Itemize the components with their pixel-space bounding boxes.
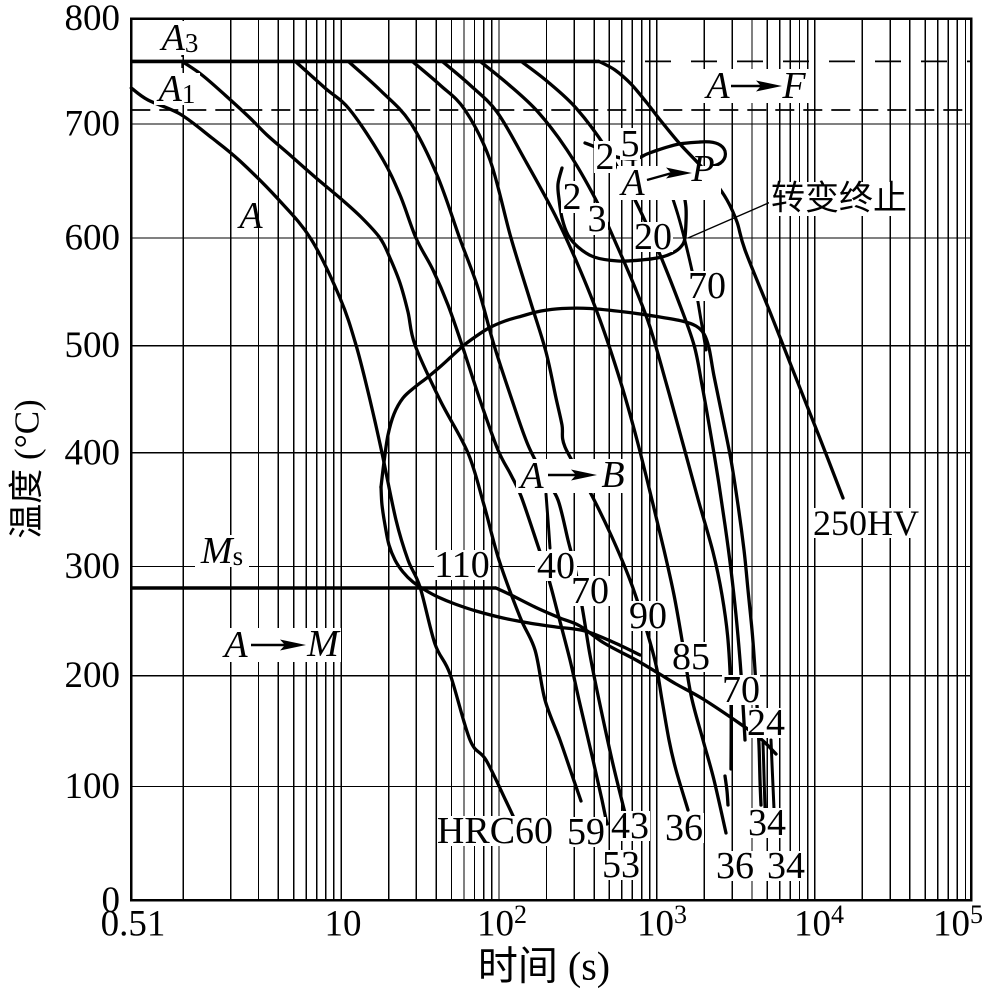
svg-text:300: 300 [65, 546, 121, 587]
svg-text:A: A [517, 455, 544, 497]
svg-text:A: A [236, 195, 263, 237]
svg-text:53: 53 [602, 844, 640, 886]
svg-text:600: 600 [65, 218, 121, 259]
svg-text:800: 800 [65, 0, 121, 39]
svg-text:A: A [703, 65, 730, 107]
svg-text:110: 110 [434, 544, 490, 586]
svg-text:100: 100 [65, 766, 121, 807]
svg-text:500: 500 [65, 325, 121, 366]
svg-text:时间 (s): 时间 (s) [478, 944, 610, 989]
svg-text:59: 59 [567, 811, 605, 853]
svg-text:70: 70 [688, 265, 726, 307]
svg-text:A: A [221, 624, 248, 666]
svg-text:36: 36 [665, 807, 703, 849]
svg-text:0.51: 0.51 [101, 904, 166, 945]
svg-text:24: 24 [747, 702, 785, 744]
svg-text:B: B [601, 454, 624, 496]
svg-text:F: F [781, 65, 806, 107]
svg-text:温度 (°C): 温度 (°C) [8, 399, 47, 538]
svg-text:A: A [618, 162, 645, 204]
svg-text:250HV: 250HV [813, 503, 919, 543]
svg-text:20: 20 [634, 216, 672, 258]
svg-text:转变终止: 转变终止 [771, 180, 907, 218]
svg-text:36: 36 [716, 845, 754, 887]
svg-text:2: 2 [563, 176, 582, 218]
svg-text:M: M [306, 623, 341, 665]
svg-text:0: 0 [102, 880, 121, 921]
svg-text:43: 43 [611, 805, 649, 847]
svg-text:90: 90 [629, 595, 667, 637]
svg-text:A3: A3 [159, 17, 199, 59]
svg-text:200: 200 [65, 655, 121, 696]
svg-text:5: 5 [621, 123, 640, 165]
svg-text:Ms: Ms [200, 530, 243, 572]
svg-text:700: 700 [65, 104, 121, 145]
svg-text:70: 70 [722, 669, 760, 711]
svg-text:2: 2 [596, 136, 615, 178]
svg-text:3: 3 [588, 198, 607, 240]
svg-text:P: P [690, 148, 714, 190]
svg-text:70: 70 [571, 570, 609, 612]
svg-text:10: 10 [325, 904, 362, 945]
svg-text:HRC60: HRC60 [437, 810, 553, 852]
svg-text:34: 34 [767, 845, 805, 887]
svg-text:40: 40 [537, 545, 575, 587]
svg-text:85: 85 [672, 636, 710, 678]
svg-text:34: 34 [748, 802, 786, 844]
svg-text:A1: A1 [156, 68, 196, 110]
svg-text:400: 400 [65, 432, 121, 473]
